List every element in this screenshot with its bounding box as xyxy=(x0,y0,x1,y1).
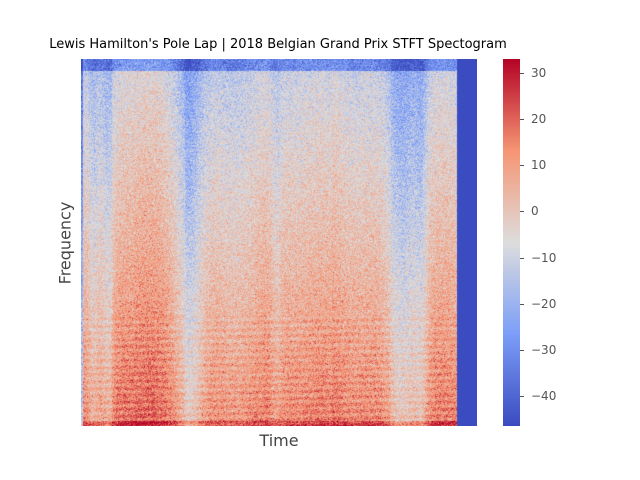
colorbar-tick xyxy=(520,395,524,397)
colorbar-tick-label: −10 xyxy=(531,250,557,265)
y-axis-label: Frequency xyxy=(55,201,75,285)
colorbar-tick-label: −30 xyxy=(531,342,557,357)
colorbar-tick-label: 30 xyxy=(531,65,547,80)
colorbar-tick xyxy=(520,72,524,74)
colorbar-tick-label: 10 xyxy=(531,158,547,173)
colorbar-tick xyxy=(520,165,524,167)
colorbar xyxy=(503,59,520,426)
colorbar-tick xyxy=(520,303,524,305)
colorbar-axis: −40 −30 −20 −10 0 10 20 30 xyxy=(520,59,580,426)
colorbar-tick xyxy=(520,119,524,120)
x-axis-label: Time xyxy=(259,431,299,450)
colorbar-tick xyxy=(520,349,524,351)
colorbar-tick xyxy=(520,211,524,213)
colorbar-tick-label: 0 xyxy=(531,204,539,219)
chart-title: Lewis Hamilton's Pole Lap | 2018 Belgian… xyxy=(49,37,507,52)
colorbar-tick-label: −40 xyxy=(531,388,557,403)
colorbar-tick xyxy=(520,257,524,259)
spectrogram-heatmap xyxy=(81,59,477,426)
colorbar-tick-label: −20 xyxy=(531,296,557,311)
colorbar-tick-label: 20 xyxy=(531,112,547,126)
